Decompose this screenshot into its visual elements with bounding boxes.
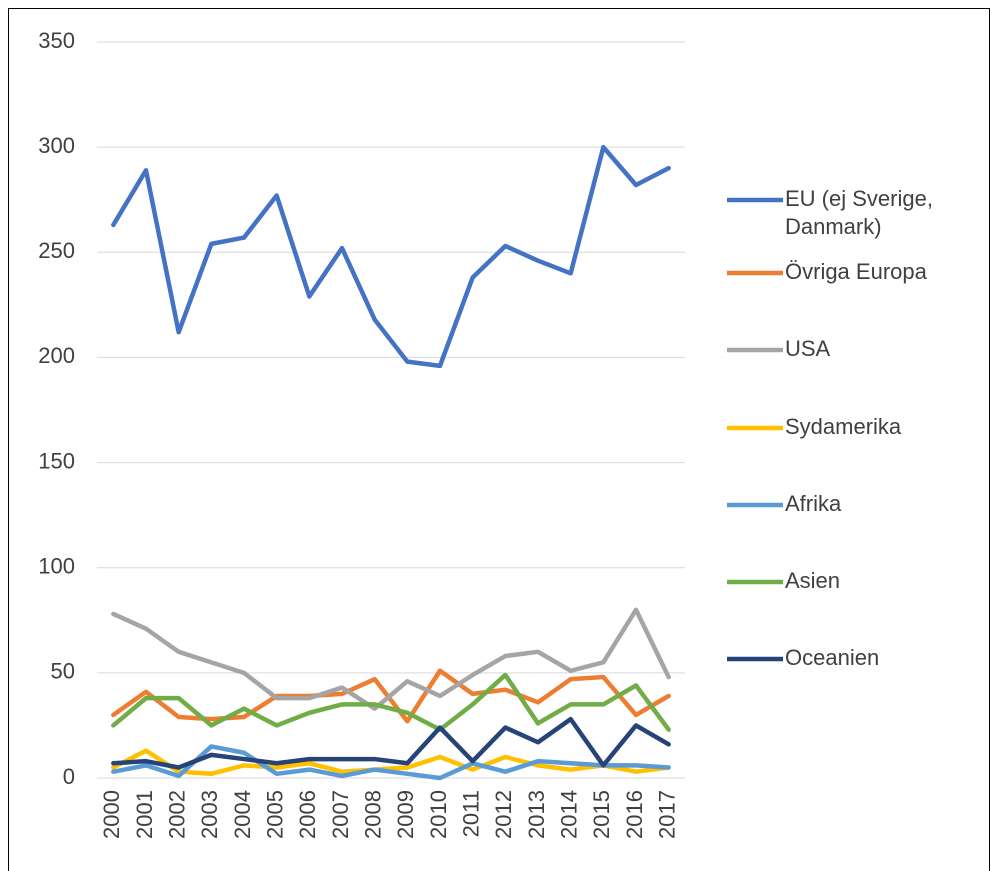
legend-label: Afrika	[785, 491, 842, 516]
y-tick-label: 50	[51, 659, 75, 684]
x-tick-label: 2000	[99, 790, 124, 839]
legend-label: Övriga Europa	[785, 259, 927, 284]
series-line	[111, 607, 671, 711]
x-tick-label: 2011	[458, 790, 483, 837]
x-tick-label: 2002	[164, 790, 189, 839]
x-tick-label: 2007	[328, 790, 353, 839]
y-tick-label: 200	[38, 343, 75, 368]
y-tick-label: 0	[63, 764, 75, 789]
x-tick-label: 2010	[426, 790, 451, 839]
series-line	[111, 748, 671, 777]
x-tick-label: 2009	[393, 790, 418, 839]
x-tick-label: 2012	[491, 790, 516, 839]
legend-label: Oceanien	[785, 645, 880, 670]
legend-label: USA	[785, 336, 831, 361]
x-tick-label: 2017	[654, 790, 679, 839]
x-tick-label: 2005	[262, 790, 287, 839]
legend-label: Asien	[785, 568, 841, 593]
series-line	[111, 672, 671, 732]
x-tick-label: 2014	[556, 790, 581, 839]
legend-label: EU (ej Sverige, Danmark)	[785, 186, 933, 239]
x-tick-label: 2001	[132, 790, 157, 839]
y-tick-label: 100	[38, 554, 75, 579]
x-tick-label: 2006	[295, 790, 320, 839]
x-tick-label: 2008	[360, 790, 385, 839]
series-line	[111, 716, 671, 770]
series-line	[111, 744, 671, 781]
y-tick-label: 150	[38, 448, 75, 473]
y-tick-label: 350	[38, 28, 75, 53]
x-tick-label: 2013	[524, 790, 549, 839]
chart-border	[8, 8, 990, 871]
legend-label: Sydamerika	[785, 414, 902, 439]
series-line	[111, 144, 671, 369]
x-tick-label: 2015	[589, 790, 614, 839]
x-tick-label: 2004	[230, 790, 255, 839]
x-tick-label: 2016	[622, 790, 647, 839]
y-tick-label: 300	[38, 133, 75, 158]
y-tick-label: 250	[38, 238, 75, 263]
x-tick-label: 2003	[197, 790, 222, 839]
